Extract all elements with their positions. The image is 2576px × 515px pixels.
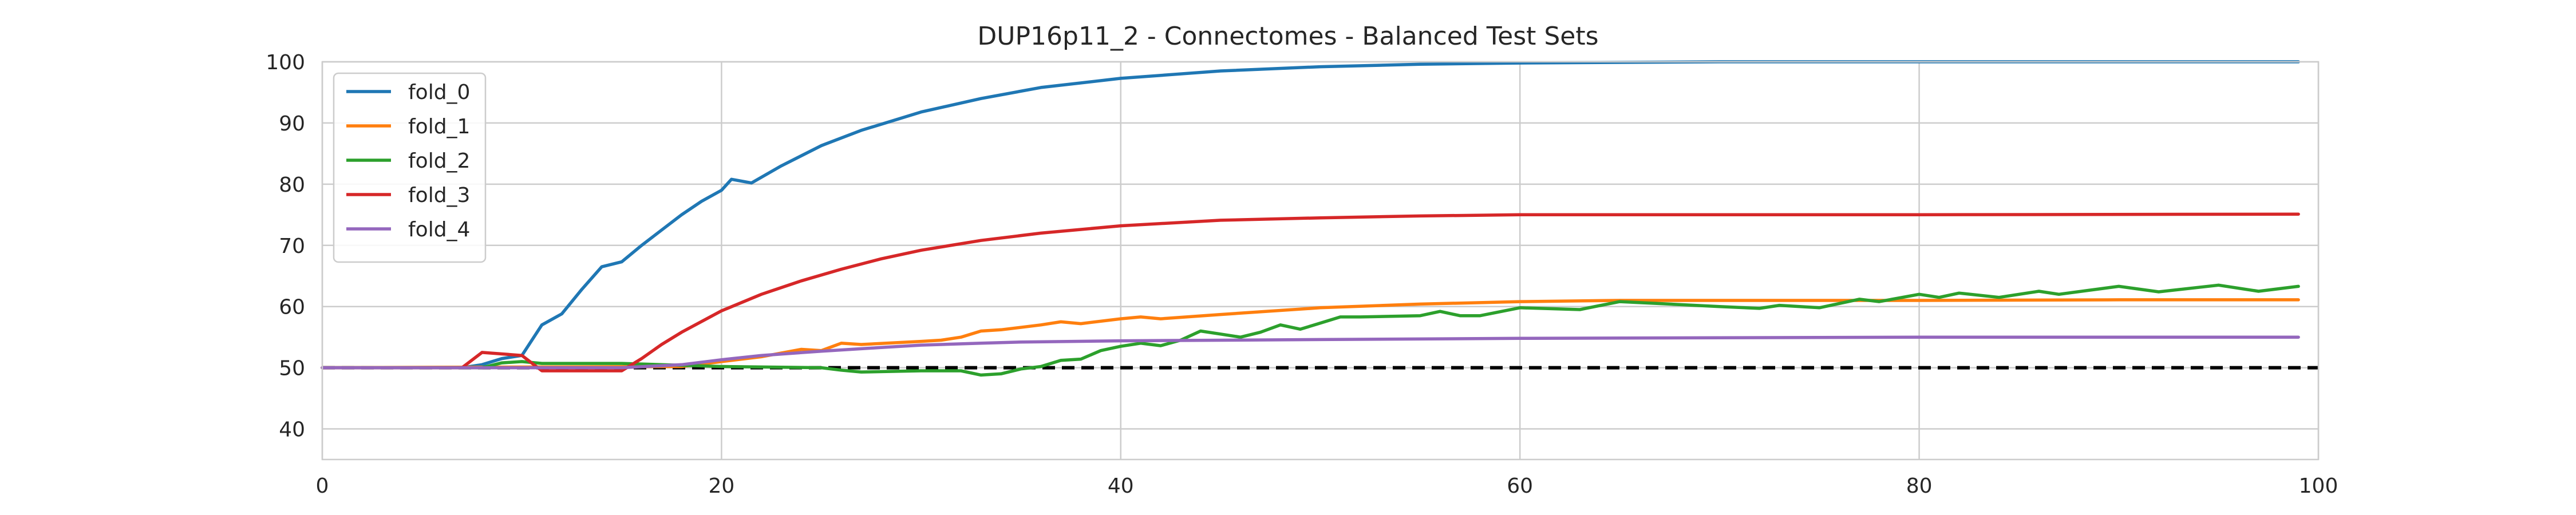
y-tick-label: 80 — [279, 173, 305, 197]
y-tick-label: 50 — [279, 357, 305, 381]
y-tick-label: 60 — [279, 296, 305, 319]
series-line-fold-1 — [321, 298, 2300, 370]
x-tick-label: 40 — [1108, 474, 1134, 498]
tick-labels: 0 20 40 60 80 100 40 50 60 70 80 90 100 — [266, 51, 2338, 498]
legend-label: fold_2 — [408, 149, 470, 173]
legend-label: fold_4 — [408, 218, 470, 241]
x-tick-label: 0 — [316, 474, 329, 498]
legend-label: fold_3 — [408, 184, 470, 207]
series-line-fold-4 — [321, 335, 2300, 370]
x-tick-label: 100 — [2299, 474, 2338, 498]
x-tick-label: 80 — [1906, 474, 1933, 498]
legend-label: fold_0 — [408, 81, 470, 104]
y-tick-label: 100 — [266, 51, 305, 74]
x-tick-label: 20 — [708, 474, 734, 498]
series-line-fold-3 — [321, 212, 2300, 373]
y-tick-label: 40 — [279, 418, 305, 442]
plot-frame — [321, 61, 2320, 461]
legend: fold_0 fold_1 fold_2 fold_3 fold_4 — [333, 72, 487, 263]
series-line-fold-0 — [321, 60, 2300, 370]
series-line-fold-2 — [321, 283, 2300, 377]
y-tick-label: 70 — [279, 235, 305, 258]
chart-title: DUP16p11_2 - Connectomes - Balanced Test… — [977, 22, 1598, 51]
legend-box — [333, 72, 487, 263]
legend-label: fold_1 — [408, 115, 470, 138]
x-tick-label: 60 — [1507, 474, 1533, 498]
series-lines — [321, 60, 2300, 377]
y-tick-label: 90 — [279, 112, 305, 136]
